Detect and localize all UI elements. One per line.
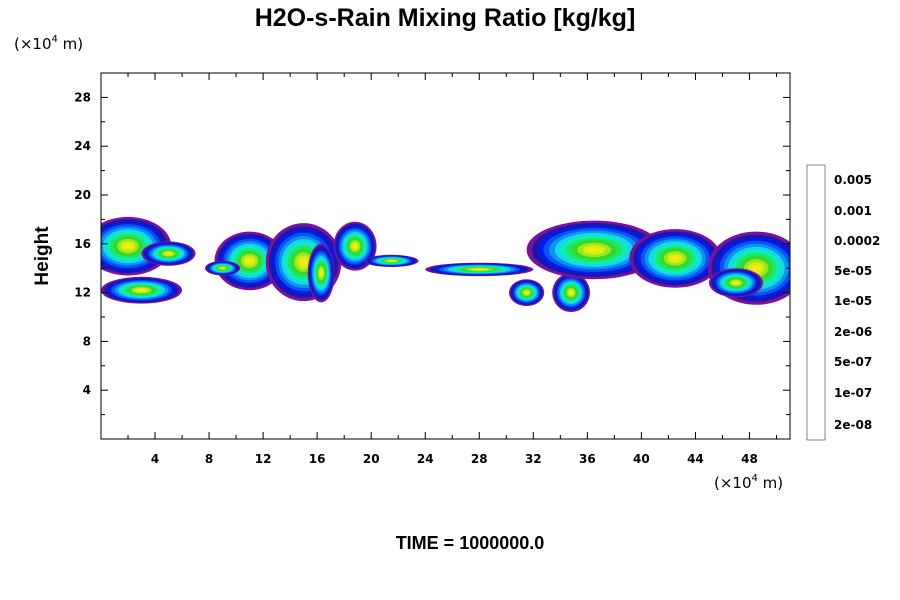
cloud-8-level-12 (221, 267, 225, 269)
cloud-6-level-12 (320, 270, 323, 276)
y-tick-label-20: 20 (74, 188, 91, 202)
x-unit-label: (×104 m) (714, 473, 783, 492)
cloud-cell-1 (101, 216, 172, 276)
cloud-12-level-12 (569, 291, 573, 295)
colorbar-label-7: 5e-07 (834, 355, 872, 369)
cloud-cell-10 (425, 262, 534, 277)
cloud-2-level-12 (138, 289, 145, 292)
x-tick-label-20: 20 (363, 452, 380, 466)
y-tick-label-16: 16 (74, 237, 91, 251)
x-tick-label-48: 48 (741, 452, 758, 466)
colorbar: 0.005 0.001 0.0002 5e-05 1e-05 2e-06 5e-07 1e-0… (806, 164, 880, 441)
x-tick-label-8: 8 (205, 452, 213, 466)
y-tick-label-24: 24 (74, 139, 91, 153)
colorbar-label-4: 5e-05 (834, 264, 872, 278)
colorbar-label-5: 1e-05 (834, 294, 872, 308)
x-tick-label-24: 24 (417, 452, 434, 466)
x-tick-label-32: 32 (525, 452, 542, 466)
cloud-4-level-12 (246, 258, 253, 264)
cloud-10-level-12 (474, 268, 484, 270)
chart-title: H2O-s-Rain Mixing Ratio [kg/kg] (255, 4, 636, 32)
y-tick-label-4: 4 (83, 383, 91, 397)
y-tick-label-8: 8 (83, 334, 91, 348)
x-tick-label-16: 16 (309, 452, 326, 466)
x-tick-label-12: 12 (255, 452, 272, 466)
y-unit-label: (×104 m) (14, 34, 83, 53)
cloud-14-level-12 (671, 256, 679, 261)
cloud-1-level-12 (124, 243, 132, 249)
plot-field (101, 216, 790, 313)
cloud-7-level-12 (353, 244, 357, 249)
cloud-cell-13 (526, 220, 662, 280)
cloud-cell-16 (709, 268, 763, 298)
colorbar-label-9: 2e-08 (834, 418, 872, 432)
cloud-cell-8 (205, 260, 241, 276)
cloud-cell-2 (101, 276, 182, 304)
x-tick-label-44: 44 (687, 452, 704, 466)
cloud-13-level-12 (588, 247, 600, 253)
colorbar-label-6: 2e-06 (834, 325, 872, 339)
time-label: TIME = 1000000.0 (396, 533, 545, 553)
cloud-cell-3 (141, 241, 196, 266)
cloud-15-level-12 (752, 265, 761, 272)
colorbar-label-8: 1e-07 (834, 386, 872, 400)
cloud-cell-11 (508, 279, 545, 306)
plot-frame (100, 72, 791, 440)
y-tick-label-28: 28 (74, 90, 91, 104)
x-tick-label-4: 4 (151, 452, 159, 466)
colorbar-frame (806, 164, 826, 441)
cloud-cell-14 (629, 229, 722, 288)
colorbar-label-1: 0.005 (834, 173, 872, 187)
cloud-cell-7 (333, 221, 377, 271)
y-tick-label-12: 12 (74, 286, 91, 300)
colorbar-label-2: 0.001 (834, 204, 872, 218)
colorbar-label-3: 0.0002 (834, 234, 880, 248)
cloud-cell-9 (364, 254, 419, 267)
cloud-11-level-12 (525, 291, 529, 294)
cloud-cell-6 (307, 243, 335, 303)
cloud-cell-12 (552, 273, 590, 313)
cloud-3-level-12 (166, 252, 171, 255)
cloud-5-level-12 (300, 258, 307, 266)
x-tick-label-40: 40 (633, 452, 650, 466)
x-tick-label-28: 28 (471, 452, 488, 466)
cloud-16-level-12 (733, 281, 739, 284)
cloud-9-level-12 (389, 260, 394, 262)
y-axis-label: Height (32, 226, 53, 286)
x-tick-label-36: 36 (579, 452, 596, 466)
